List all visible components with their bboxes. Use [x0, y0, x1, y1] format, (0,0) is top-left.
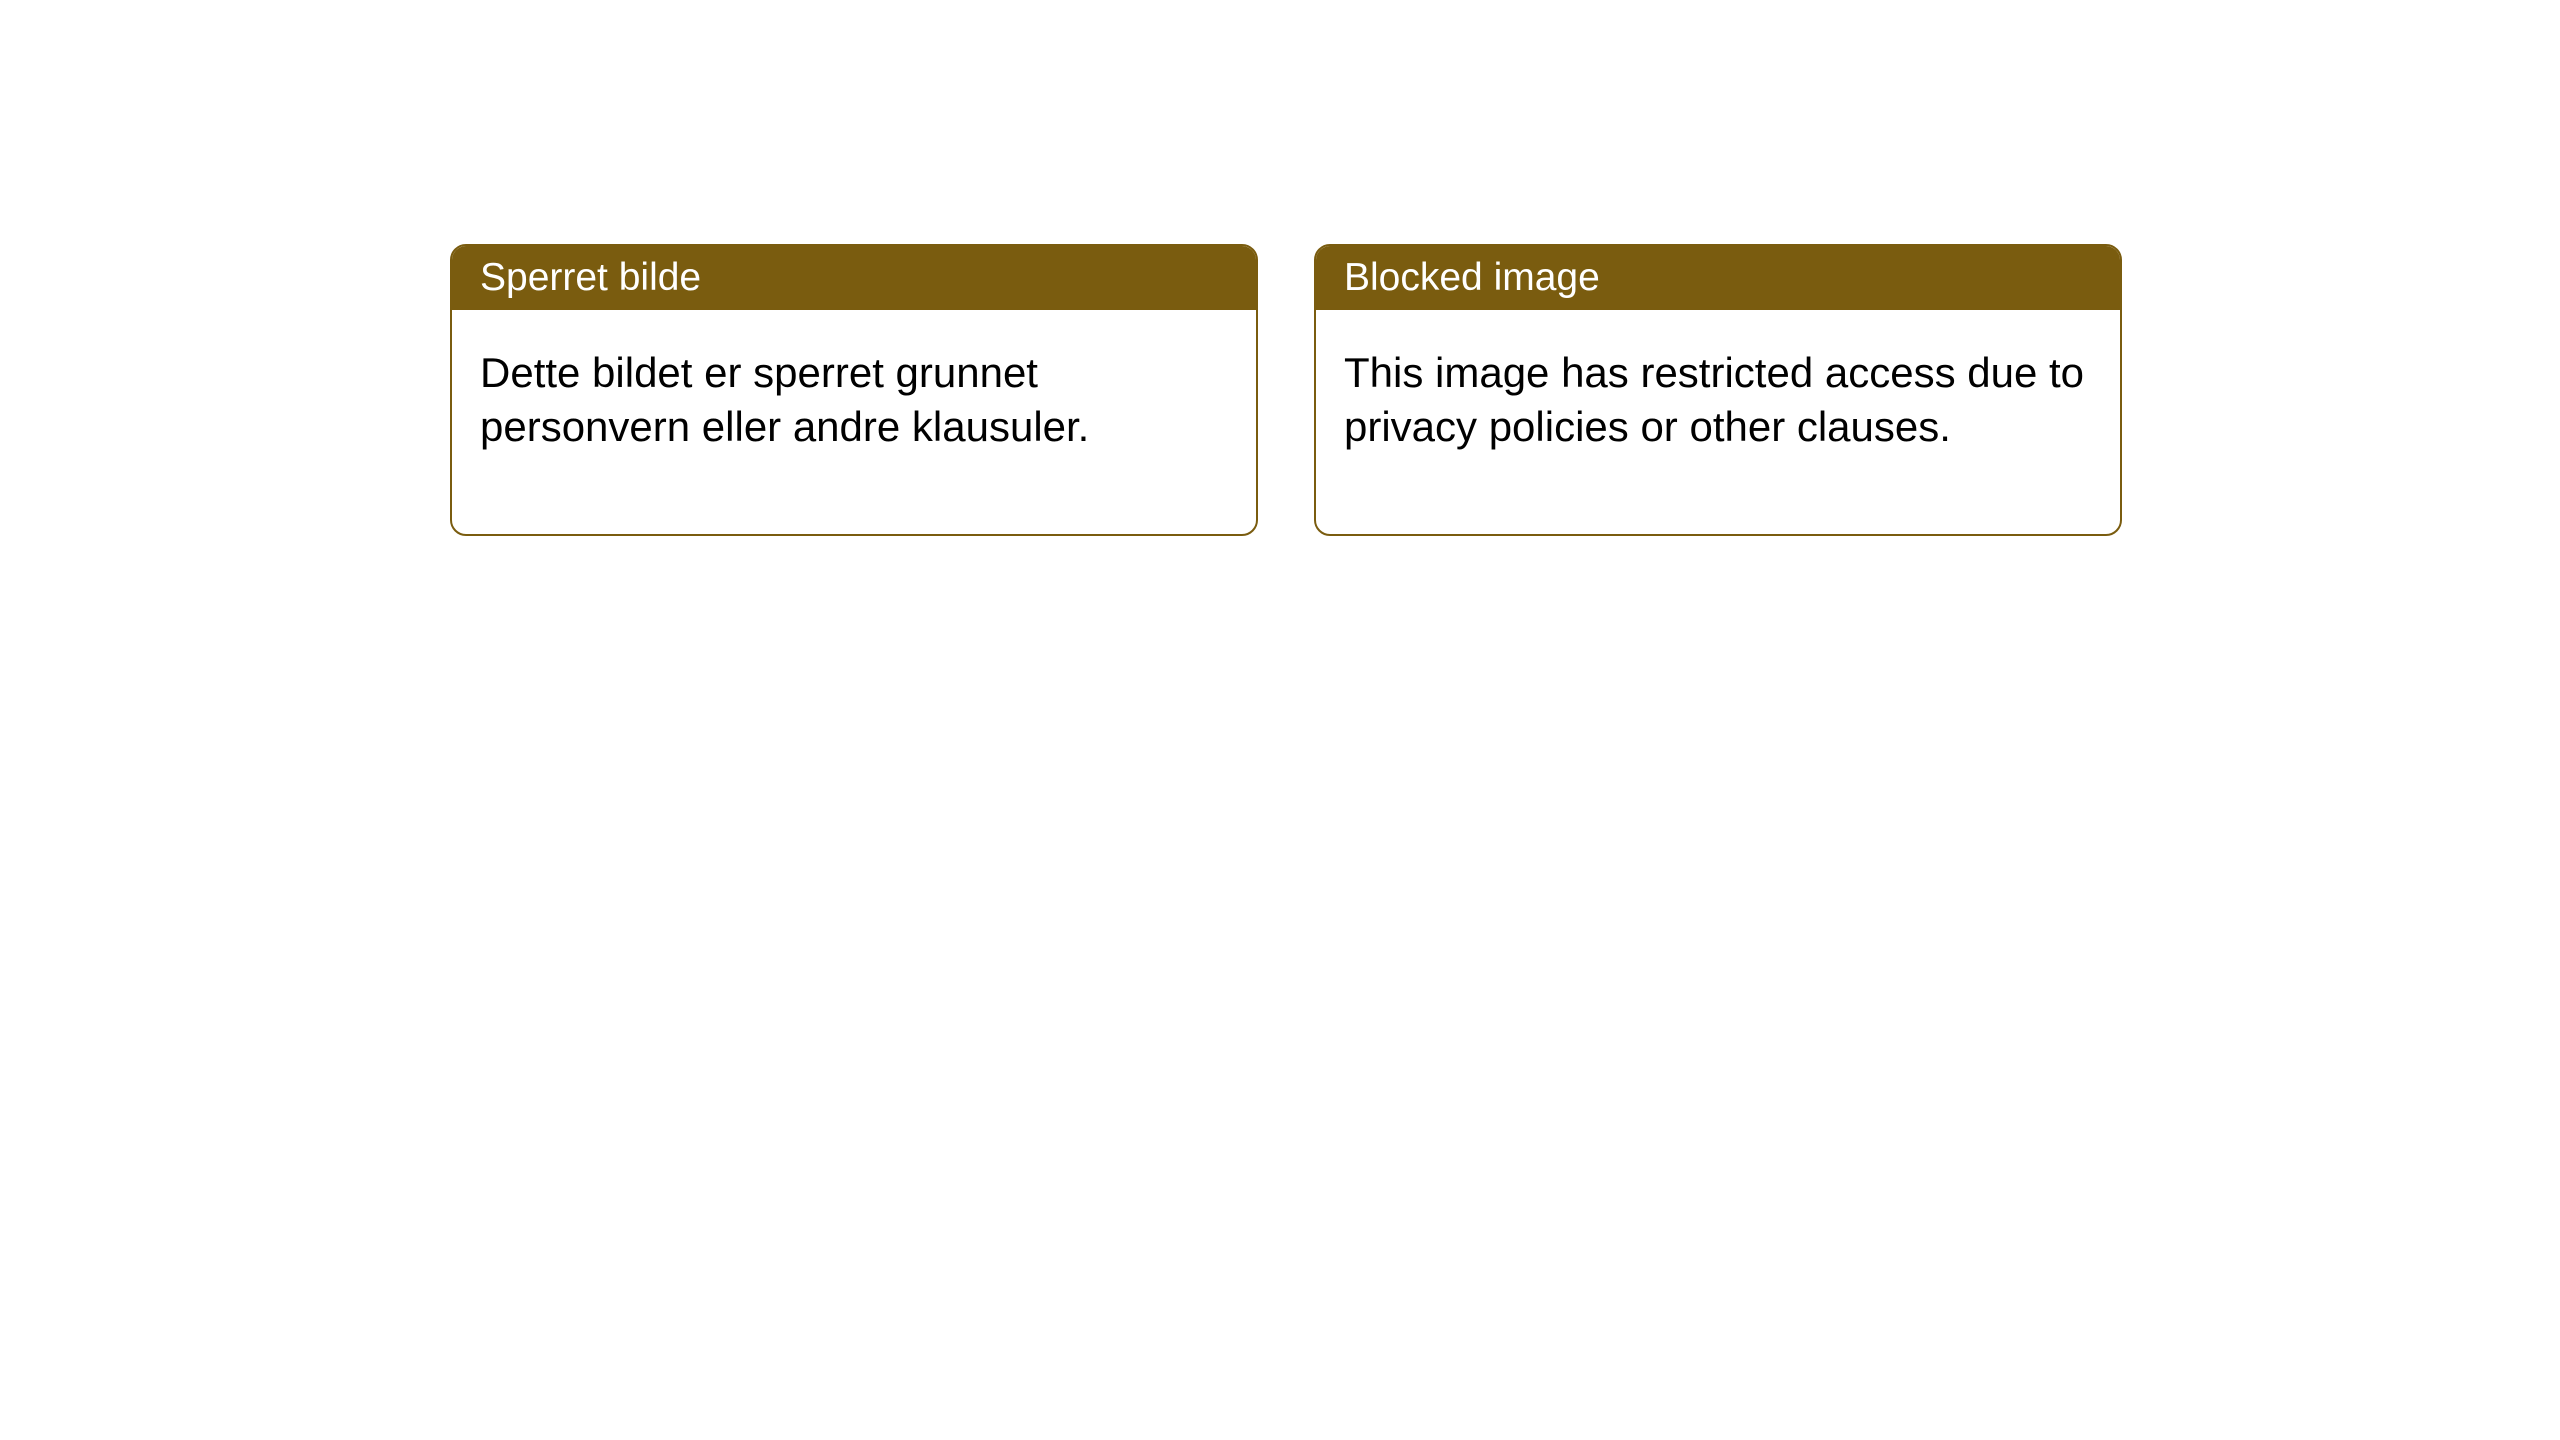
card-title: Blocked image: [1344, 256, 1600, 299]
blocked-image-card-no: Sperret bilde Dette bildet er sperret gr…: [450, 244, 1258, 536]
card-body: This image has restricted access due to …: [1316, 310, 2120, 534]
blocked-image-card-en: Blocked image This image has restricted …: [1314, 244, 2122, 536]
card-header: Blocked image: [1316, 246, 2120, 310]
card-body-text: This image has restricted access due to …: [1344, 349, 2084, 450]
card-body: Dette bildet er sperret grunnet personve…: [452, 310, 1256, 534]
card-body-text: Dette bildet er sperret grunnet personve…: [480, 349, 1089, 450]
notice-cards-container: Sperret bilde Dette bildet er sperret gr…: [450, 244, 2122, 536]
card-title: Sperret bilde: [480, 256, 701, 299]
card-header: Sperret bilde: [452, 246, 1256, 310]
